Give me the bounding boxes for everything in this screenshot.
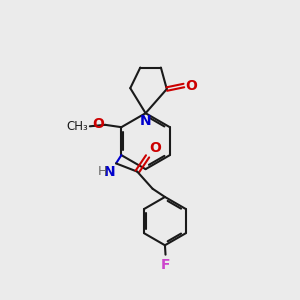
Text: CH₃: CH₃: [66, 120, 88, 133]
Text: N: N: [140, 114, 152, 128]
Text: O: O: [149, 141, 161, 154]
Text: F: F: [161, 258, 170, 272]
Text: H: H: [97, 165, 106, 178]
Text: N: N: [103, 165, 115, 178]
Text: O: O: [186, 79, 197, 92]
Text: O: O: [92, 117, 104, 131]
